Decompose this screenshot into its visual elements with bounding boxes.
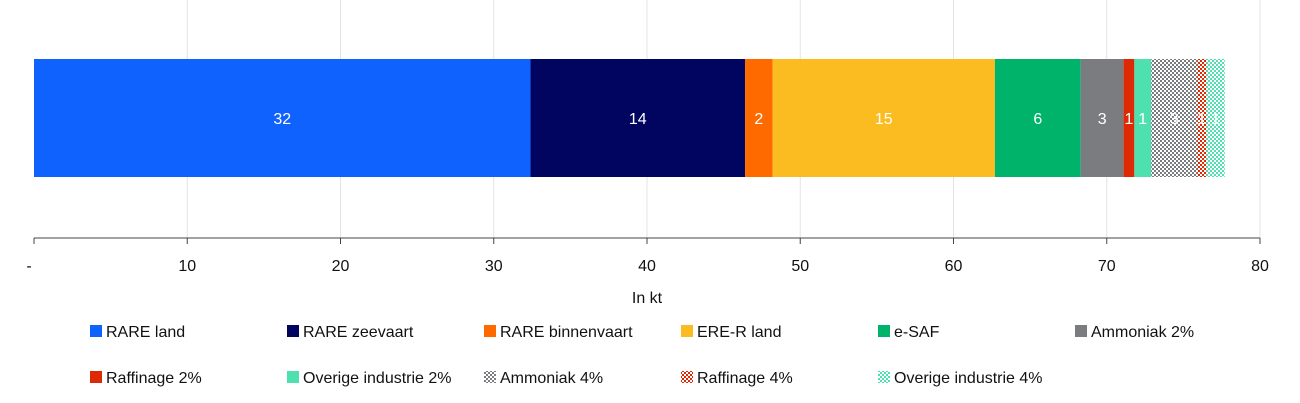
legend-item: RARE zeevaart: [287, 324, 414, 341]
legend-swatch: [681, 325, 693, 337]
bar-segment: [530, 59, 746, 177]
bar-segment: [994, 59, 1081, 177]
legend-swatch: [1075, 325, 1087, 337]
legend-label: Overige industrie 4%: [894, 370, 1043, 387]
data-label: 6: [1033, 111, 1042, 128]
data-label: 1: [1138, 111, 1147, 128]
legend-item: ERE-R land: [681, 324, 781, 341]
legend-swatch: [484, 371, 496, 383]
legend-item: Ammoniak 2%: [1075, 324, 1194, 341]
tick-label: 40: [638, 258, 656, 275]
legend-label: Raffinage 2%: [106, 370, 202, 387]
legend-label: Overige industrie 2%: [303, 370, 452, 387]
bar-segment: [1123, 59, 1135, 177]
legend: RARE land RARE zeevaart RARE binnenvaart ER…: [90, 324, 1194, 387]
legend-label: Raffinage 4%: [697, 370, 793, 387]
data-labels: 32 14 2 15 6 3 1 1 3 1 1: [273, 111, 1220, 128]
tick-label: 20: [332, 258, 350, 275]
legend-label: Ammoniak 2%: [1091, 324, 1194, 341]
legend-label: RARE zeevaart: [303, 324, 414, 341]
data-label: 1: [1211, 111, 1220, 128]
bar-segment: [745, 59, 773, 177]
tick-label: 50: [791, 258, 809, 275]
legend-swatch: [287, 325, 299, 337]
legend-label: ERE-R land: [697, 324, 781, 341]
legend-swatch: [287, 371, 299, 383]
tick-label: -: [26, 258, 31, 275]
legend-swatch: [90, 325, 102, 337]
tick-label: 60: [945, 258, 963, 275]
bar-segment: [1151, 59, 1198, 177]
data-label: 1: [1125, 111, 1134, 128]
tick-label: 80: [1251, 258, 1269, 275]
legend-label: RARE binnenvaart: [500, 324, 633, 341]
legend-item: Overige industrie 4%: [878, 370, 1043, 387]
legend-item: RARE land: [90, 324, 185, 341]
bar-segment: [34, 59, 531, 177]
legend-label: Ammoniak 4%: [500, 370, 603, 387]
bar-segment: [1206, 59, 1225, 177]
legend-item: RARE binnenvaart: [484, 324, 633, 341]
legend-item: Ammoniak 4%: [484, 370, 603, 387]
legend-swatch: [90, 371, 102, 383]
bar-segments: [34, 59, 1225, 177]
tick-label: 10: [178, 258, 196, 275]
legend-item: Raffinage 2%: [90, 370, 202, 387]
x-axis-title: In kt: [632, 290, 663, 307]
legend-item: e-SAF: [878, 324, 940, 341]
x-axis-ticks: - 10 20 30 40 50 60 70 80: [26, 238, 1269, 275]
legend-item: Raffinage 4%: [681, 370, 793, 387]
legend-swatch: [681, 371, 693, 383]
legend-item: Overige industrie 2%: [287, 370, 452, 387]
bar-segment: [772, 59, 995, 177]
bar-segment: [1134, 59, 1152, 177]
legend-swatch: [878, 325, 890, 337]
bar-segment: [1080, 59, 1124, 177]
legend-label: RARE land: [106, 324, 185, 341]
data-label: 14: [629, 111, 647, 128]
legend-swatch: [484, 325, 496, 337]
data-label: 3: [1170, 111, 1179, 128]
data-label: 1: [1197, 111, 1206, 128]
legend-swatch: [878, 371, 890, 383]
tick-label: 70: [1098, 258, 1116, 275]
tick-label: 30: [485, 258, 503, 275]
data-label: 2: [754, 111, 763, 128]
bar-segment: [1197, 59, 1207, 177]
data-label: 32: [273, 111, 291, 128]
data-label: 3: [1098, 111, 1107, 128]
legend-label: e-SAF: [894, 324, 940, 341]
data-label: 15: [875, 111, 893, 128]
